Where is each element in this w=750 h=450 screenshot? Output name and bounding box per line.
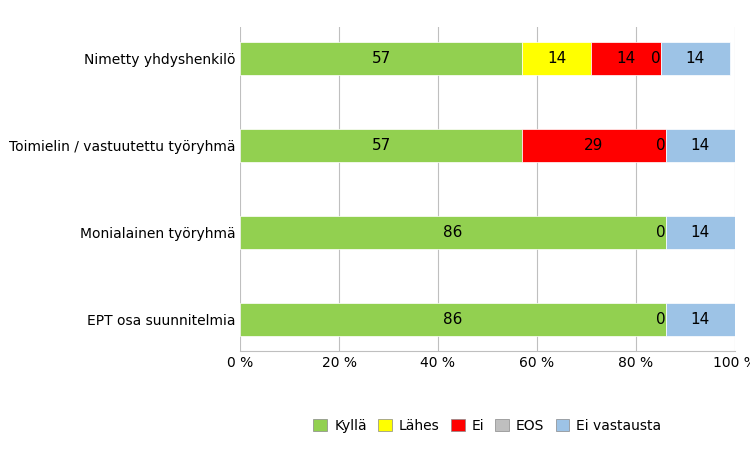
Bar [240, 129, 522, 162]
Bar [522, 42, 592, 75]
Bar [592, 42, 661, 75]
Text: 14: 14 [691, 312, 710, 327]
Text: 0: 0 [656, 138, 666, 153]
Text: 14: 14 [548, 51, 566, 66]
Bar [666, 129, 735, 162]
Text: 86: 86 [443, 312, 463, 327]
Text: 57: 57 [371, 138, 391, 153]
Text: 14: 14 [616, 51, 636, 66]
Legend: Kyllä, Lähes, Ei, EOS, Ei vastausta: Kyllä, Lähes, Ei, EOS, Ei vastausta [308, 413, 667, 438]
Text: 14: 14 [691, 138, 710, 153]
Text: 0: 0 [651, 51, 661, 66]
Bar [666, 303, 735, 336]
Text: 14: 14 [686, 51, 705, 66]
Bar [522, 129, 666, 162]
Bar [661, 42, 730, 75]
Bar [240, 216, 666, 249]
Text: 0: 0 [656, 312, 666, 327]
Bar [240, 303, 666, 336]
Bar [666, 216, 735, 249]
Text: 57: 57 [371, 51, 391, 66]
Bar [240, 42, 522, 75]
Text: 14: 14 [691, 225, 710, 240]
Text: 29: 29 [584, 138, 604, 153]
Text: 0: 0 [656, 225, 666, 240]
Text: 86: 86 [443, 225, 463, 240]
